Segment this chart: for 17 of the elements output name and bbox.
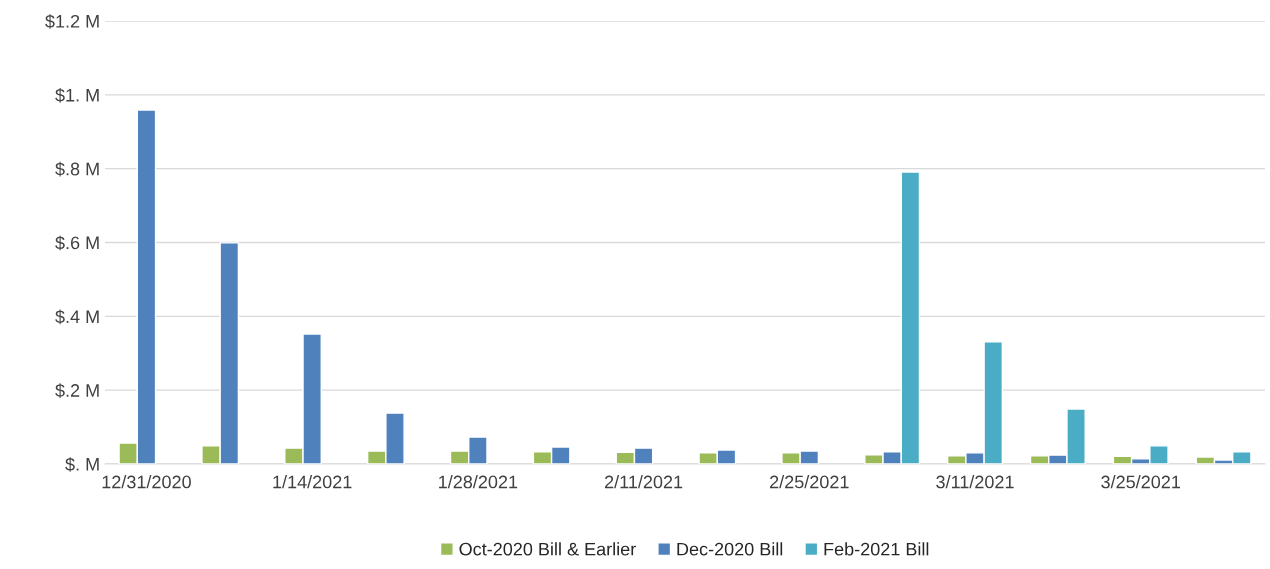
- y-tick-label: $1. M: [55, 88, 99, 103]
- x-tick-label: 1/14/2021: [273, 475, 352, 489]
- x-tick-label: 3/25/2021: [1101, 475, 1180, 489]
- y-tick-label: $1.2 M: [45, 14, 99, 29]
- y-tick-label: $. M: [65, 457, 99, 472]
- y-tick-label: $.8 M: [55, 161, 99, 177]
- legend-label: Oct-2020 Bill & Earlier: [459, 542, 636, 556]
- x-tick-label: 2/11/2021: [604, 475, 683, 489]
- y-tick-label: $.6 M: [55, 235, 99, 251]
- x-tick-label: 1/28/2021: [439, 475, 518, 489]
- y-tick-label: $.4 M: [55, 309, 99, 325]
- legend-label: Feb-2021 Bill: [824, 542, 929, 556]
- x-tick-label: 12/31/2020: [102, 475, 191, 489]
- y-tick-label: $.2 M: [55, 383, 99, 398]
- x-tick-label: 2/25/2021: [770, 475, 849, 489]
- x-tick-label: 3/11/2021: [936, 475, 1014, 489]
- legend-label: Dec-2020 Bill: [677, 542, 783, 556]
